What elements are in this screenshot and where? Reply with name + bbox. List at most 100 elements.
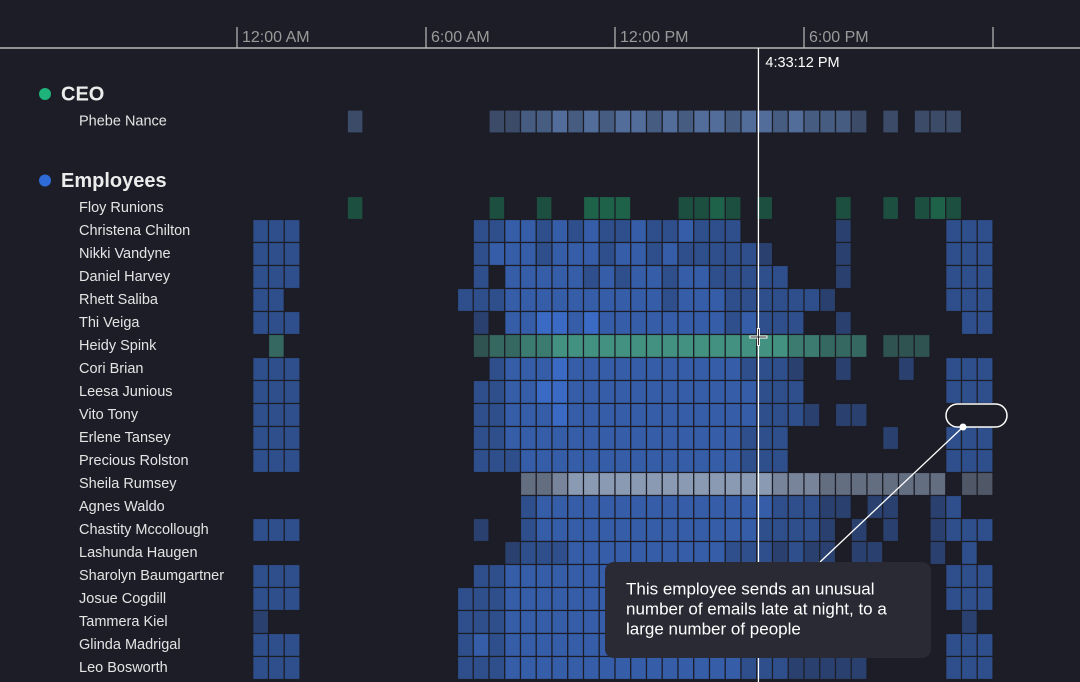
cell	[535, 586, 553, 612]
cell	[598, 264, 616, 290]
cell	[787, 471, 805, 497]
cell	[535, 402, 553, 428]
cell	[976, 218, 994, 244]
cell	[504, 218, 522, 244]
cell	[677, 540, 695, 566]
cell	[850, 471, 868, 497]
cell	[252, 448, 270, 474]
cell	[661, 109, 679, 134]
cell	[661, 264, 679, 290]
cell	[945, 356, 963, 382]
cell	[582, 109, 600, 134]
row-name[interactable]: Leo Bosworth	[79, 660, 168, 676]
cell	[551, 356, 569, 382]
cell	[472, 563, 490, 589]
cell	[645, 540, 663, 566]
row-name[interactable]: Floy Runions	[79, 200, 164, 216]
cell	[567, 609, 585, 635]
cell	[630, 517, 648, 543]
cell	[677, 356, 695, 382]
row-name[interactable]: Leesa Junious	[79, 384, 173, 400]
cell	[488, 425, 506, 451]
cell	[771, 333, 789, 359]
cell	[582, 471, 600, 497]
cell	[771, 356, 789, 382]
cell	[598, 655, 616, 681]
cell	[834, 402, 852, 428]
cell	[519, 218, 537, 244]
cell	[535, 287, 553, 313]
cell	[598, 448, 616, 474]
cell	[582, 310, 600, 336]
cell	[756, 655, 774, 681]
cell	[724, 425, 742, 451]
row-name[interactable]: Tammera Kiel	[79, 614, 168, 630]
cell	[708, 402, 726, 428]
cell	[598, 195, 616, 221]
cell	[267, 586, 285, 612]
cell	[488, 195, 506, 221]
cell	[724, 195, 742, 221]
cell	[677, 517, 695, 543]
cell	[488, 448, 506, 474]
cell	[456, 287, 474, 313]
cell	[945, 109, 963, 134]
cell	[614, 379, 632, 405]
cell	[614, 517, 632, 543]
row-name[interactable]: Daniel Harvey	[79, 269, 171, 285]
row-name[interactable]: Sharolyn Baumgartner	[79, 568, 224, 584]
cell	[756, 241, 774, 267]
row-name[interactable]: Phebe Nance	[79, 113, 167, 129]
cell	[582, 402, 600, 428]
row-name[interactable]: Erlene Tansey	[79, 430, 171, 446]
cell	[740, 379, 758, 405]
cell	[693, 241, 711, 267]
cell	[535, 494, 553, 520]
cell	[677, 109, 695, 134]
row-name[interactable]: Lashunda Haugen	[79, 545, 198, 561]
cell	[708, 310, 726, 336]
row-name[interactable]: Chastity Mccollough	[79, 522, 209, 538]
row-name[interactable]: Heidy Spink	[79, 338, 157, 354]
cell	[519, 471, 537, 497]
cell	[708, 379, 726, 405]
row-name[interactable]: Christena Chilton	[79, 223, 190, 239]
row-name[interactable]: Agnes Waldo	[79, 499, 165, 515]
cell	[567, 333, 585, 359]
cell	[724, 287, 742, 313]
cell	[677, 425, 695, 451]
row-name[interactable]: Vito Tony	[79, 407, 139, 423]
cell	[724, 379, 742, 405]
cell	[551, 109, 569, 134]
cell	[267, 241, 285, 267]
cell	[724, 218, 742, 244]
cell	[582, 356, 600, 382]
cell	[504, 425, 522, 451]
cell	[724, 655, 742, 681]
cell	[614, 264, 632, 290]
cell	[787, 379, 805, 405]
cell	[677, 494, 695, 520]
cell	[567, 494, 585, 520]
cell	[504, 379, 522, 405]
cell	[614, 218, 632, 244]
cell	[488, 402, 506, 428]
cell	[488, 379, 506, 405]
row-name[interactable]: Thi Veiga	[79, 315, 140, 331]
row-name[interactable]: Cori Brian	[79, 361, 143, 377]
cell	[913, 471, 931, 497]
cell	[567, 471, 585, 497]
cell	[960, 356, 978, 382]
row-name[interactable]: Nikki Vandyne	[79, 246, 171, 262]
cell	[519, 632, 537, 658]
row-name[interactable]: Sheila Rumsey	[79, 476, 177, 492]
row-name[interactable]: Precious Rolston	[79, 453, 189, 469]
row-name[interactable]: Rhett Saliba	[79, 292, 159, 308]
cell	[834, 471, 852, 497]
cell	[661, 402, 679, 428]
cell	[252, 310, 270, 336]
cell	[519, 287, 537, 313]
row-name[interactable]: Josue Cogdill	[79, 591, 166, 607]
row-name[interactable]: Glinda Madrigal	[79, 637, 181, 653]
cell	[252, 609, 270, 635]
